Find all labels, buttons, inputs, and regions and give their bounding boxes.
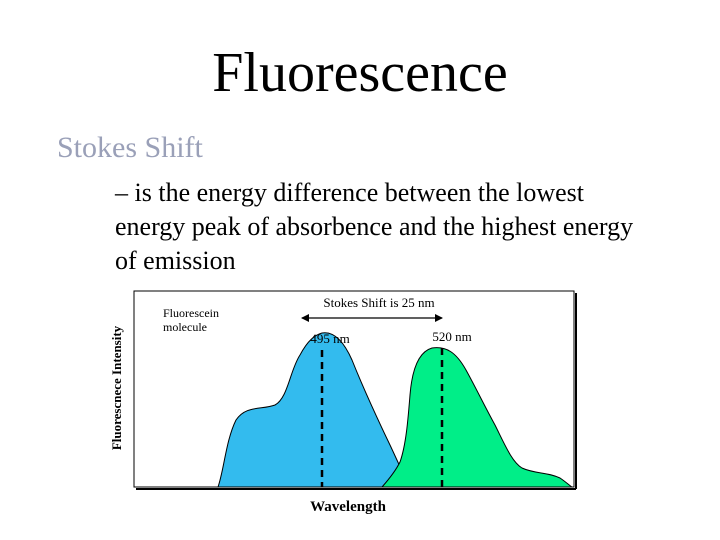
molecule-label-line2: molecule	[163, 320, 207, 334]
bullet-text: is the energy difference between the low…	[115, 178, 634, 275]
slide-subtitle: Stokes Shift	[57, 131, 203, 164]
slide-title: Fluorescence	[212, 42, 508, 104]
peak1-label: 495 nm	[310, 331, 349, 346]
bullet-dash: –	[115, 178, 128, 207]
peak2-label: 520 nm	[432, 329, 471, 344]
molecule-label-line1: Fluorescein	[163, 306, 219, 320]
emission-curve	[380, 347, 573, 488]
absorbance-curve	[217, 332, 411, 488]
y-axis-label: Fluorescnece Intensity	[109, 325, 124, 450]
bullet-point: – is the energy difference between the l…	[115, 176, 635, 278]
x-axis-label: Wavelength	[310, 499, 386, 515]
shift-label: Stokes Shift is 25 nm	[323, 295, 434, 310]
